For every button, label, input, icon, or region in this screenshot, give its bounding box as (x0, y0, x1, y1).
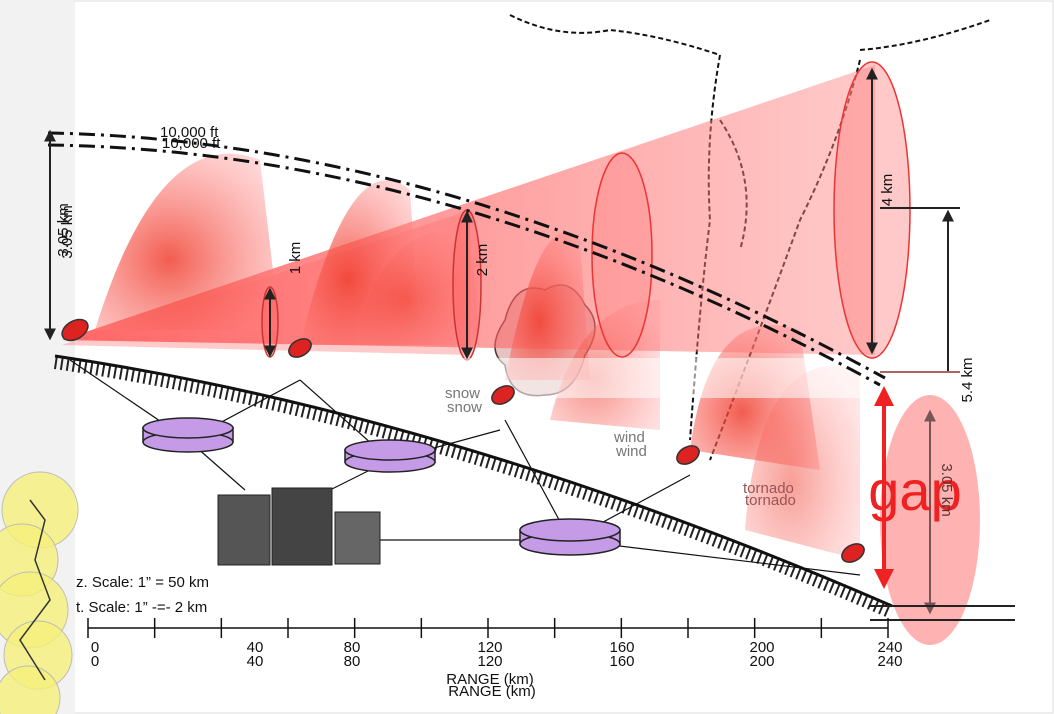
weather-label: wind (615, 443, 647, 460)
axis-label: 80 (344, 653, 361, 670)
radar-coverage-diagram: 10,000 ft 10,000 ft 3.05 km 3.05 km 1 km… (0, 0, 1054, 714)
scale-label: z. Scale: 1” = 50 km (76, 574, 209, 591)
altitude-label: 10,000 ft (162, 135, 221, 152)
weather-label: tornado (745, 492, 796, 509)
axis-title: RANGE (km) (448, 683, 536, 700)
axis-label: 120 (477, 653, 502, 670)
axis-label: 160 (609, 653, 634, 670)
beam-width-label: 1 km (287, 242, 304, 275)
height-label: 3.05 km (59, 205, 76, 258)
height-label: 5.4 km (959, 357, 976, 402)
axis-label: 0 (91, 653, 99, 670)
scale-label: t. Scale: 1” -=- 2 km (76, 599, 207, 616)
gap-height-label: 3.05 km (938, 463, 955, 516)
axis-label: 240 (877, 653, 902, 670)
beam-width-label: 4 km (879, 174, 896, 207)
weather-label: snow (447, 399, 482, 416)
beam-width-label: 2 km (474, 244, 491, 277)
axis-label: 40 (247, 653, 264, 670)
axis-label: 200 (749, 653, 774, 670)
